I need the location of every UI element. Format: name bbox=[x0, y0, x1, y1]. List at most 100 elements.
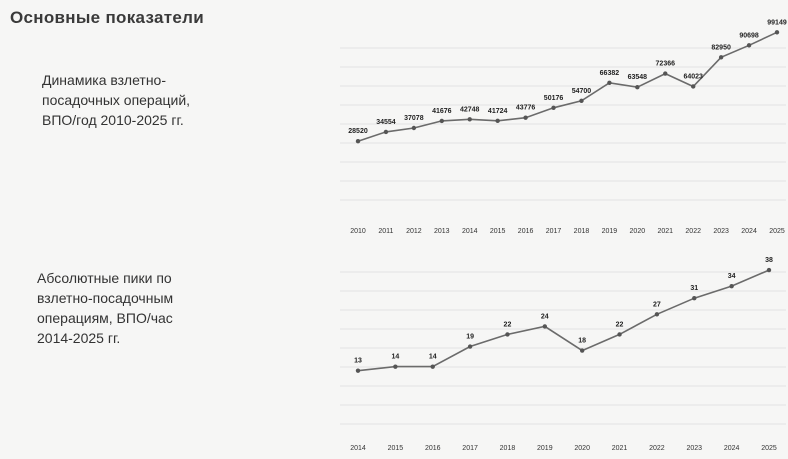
chart-2-series bbox=[357, 269, 770, 372]
chart-1-caption-line: посадочных операций, bbox=[42, 92, 191, 108]
x-tick-label: 2020 bbox=[574, 445, 590, 452]
x-tick-label: 2013 bbox=[434, 228, 450, 235]
data-point bbox=[439, 118, 444, 124]
data-point bbox=[579, 348, 585, 353]
data-point bbox=[663, 71, 668, 76]
chart-1-x-tick-labels: 2010 2011 2012 2013 2014 2015 2016 2017 2018 2019… bbox=[350, 228, 785, 235]
data-label: 41724 bbox=[488, 108, 508, 115]
chart-1-caption: Динамика взлетно- посадочных операций, В… bbox=[42, 70, 190, 130]
x-tick-label: 2016 bbox=[425, 445, 441, 452]
x-tick-label: 2016 bbox=[518, 228, 534, 235]
data-point bbox=[691, 84, 696, 89]
data-point bbox=[692, 296, 697, 301]
data-point bbox=[411, 125, 417, 131]
chart-1-points bbox=[355, 30, 780, 144]
data-label: 64023 bbox=[683, 73, 703, 80]
data-point bbox=[729, 283, 734, 289]
x-tick-label: 2025 bbox=[761, 445, 777, 452]
data-label: 31 bbox=[690, 285, 698, 292]
data-label: 50176 bbox=[544, 95, 564, 102]
data-point bbox=[355, 138, 361, 144]
data-label: 34554 bbox=[376, 119, 396, 126]
data-label: 22 bbox=[504, 321, 512, 328]
data-label: 38 bbox=[765, 257, 773, 264]
chart-1-series bbox=[357, 31, 778, 142]
x-tick-label: 2015 bbox=[490, 228, 506, 235]
data-label: 19 bbox=[466, 334, 474, 341]
x-tick-label: 2012 bbox=[406, 228, 422, 235]
data-point bbox=[383, 129, 389, 135]
x-tick-label: 2019 bbox=[537, 445, 553, 452]
data-point bbox=[355, 368, 361, 373]
data-point bbox=[654, 312, 660, 317]
data-point bbox=[617, 332, 622, 337]
data-label: 37078 bbox=[404, 115, 424, 122]
data-label: 13 bbox=[354, 358, 362, 365]
chart-2-caption-line: взлетно-посадочным bbox=[37, 290, 174, 306]
data-point bbox=[718, 55, 724, 60]
data-label: 63548 bbox=[628, 74, 648, 81]
chart-1-takeoff-landing-operations-per-year: 28520 34554 37078 41676 42748 41724 43776 50176… bbox=[340, 19, 787, 235]
data-point bbox=[542, 324, 548, 329]
data-label: 41676 bbox=[432, 108, 452, 115]
data-label: 14 bbox=[429, 354, 437, 361]
data-label: 99149 bbox=[767, 19, 787, 26]
data-label: 22 bbox=[616, 321, 624, 328]
x-tick-label: 2011 bbox=[378, 228, 393, 235]
data-point bbox=[635, 84, 640, 90]
data-label: 28520 bbox=[348, 128, 368, 135]
x-tick-label: 2018 bbox=[574, 228, 590, 235]
page-title: Основные показатели bbox=[10, 8, 204, 27]
data-point bbox=[579, 98, 584, 104]
chart-2-caption-line: 2014-2025 гг. bbox=[37, 330, 121, 346]
chart-2-data-labels: 13 14 14 19 22 24 18 22 27 31 34 38 bbox=[354, 257, 773, 365]
data-point bbox=[467, 117, 472, 122]
data-label: 42748 bbox=[460, 106, 480, 113]
chart-1-gridlines bbox=[340, 47, 786, 201]
x-tick-label: 2023 bbox=[686, 445, 702, 452]
series-line bbox=[357, 269, 770, 372]
x-tick-label: 2019 bbox=[602, 228, 618, 235]
data-point bbox=[430, 364, 435, 369]
data-label: 54700 bbox=[572, 88, 592, 95]
data-point bbox=[551, 105, 556, 111]
data-point bbox=[607, 80, 612, 86]
x-tick-label: 2022 bbox=[649, 445, 665, 452]
chart-1-caption-line: Динамика взлетно- bbox=[42, 72, 166, 88]
x-tick-label: 2023 bbox=[713, 228, 729, 235]
x-tick-label: 2018 bbox=[500, 445, 516, 452]
data-point bbox=[523, 115, 528, 120]
chart-2-x-tick-labels: 2014 2015 2016 2017 2018 2019 2020 2021 2022 2023… bbox=[350, 445, 777, 452]
x-tick-label: 2024 bbox=[741, 228, 757, 235]
chart-1-caption-line: ВПО/год 2010-2025 гг. bbox=[42, 112, 184, 128]
data-label: 66382 bbox=[600, 70, 620, 77]
x-tick-label: 2014 bbox=[462, 228, 478, 235]
x-tick-label: 2021 bbox=[612, 445, 628, 452]
x-tick-label: 2010 bbox=[350, 228, 366, 235]
x-tick-label: 2024 bbox=[724, 445, 740, 452]
chart-2-caption-line: операциям, ВПО/час bbox=[37, 310, 173, 326]
x-tick-label: 2014 bbox=[350, 445, 366, 452]
x-tick-label: 2021 bbox=[657, 228, 673, 235]
chart-2-caption-line: Абсолютные пики по bbox=[37, 270, 172, 286]
chart-2-caption: Абсолютные пики по взлетно-посадочным оп… bbox=[37, 268, 173, 348]
data-point bbox=[746, 43, 752, 48]
x-tick-label: 2017 bbox=[546, 228, 562, 235]
data-point bbox=[505, 332, 510, 337]
chart-2-gridlines bbox=[340, 271, 786, 425]
data-label: 14 bbox=[391, 354, 399, 361]
data-point bbox=[495, 118, 500, 124]
x-tick-label: 2025 bbox=[769, 228, 785, 235]
data-label: 24 bbox=[541, 313, 549, 320]
data-point bbox=[766, 267, 772, 273]
x-tick-label: 2022 bbox=[685, 228, 701, 235]
data-label: 82950 bbox=[711, 44, 731, 51]
data-point bbox=[467, 344, 473, 349]
data-label: 34 bbox=[728, 273, 736, 280]
data-label: 72366 bbox=[656, 61, 676, 68]
data-label: 43776 bbox=[516, 105, 536, 112]
x-tick-label: 2017 bbox=[462, 445, 478, 452]
chart-2-points bbox=[355, 267, 772, 373]
